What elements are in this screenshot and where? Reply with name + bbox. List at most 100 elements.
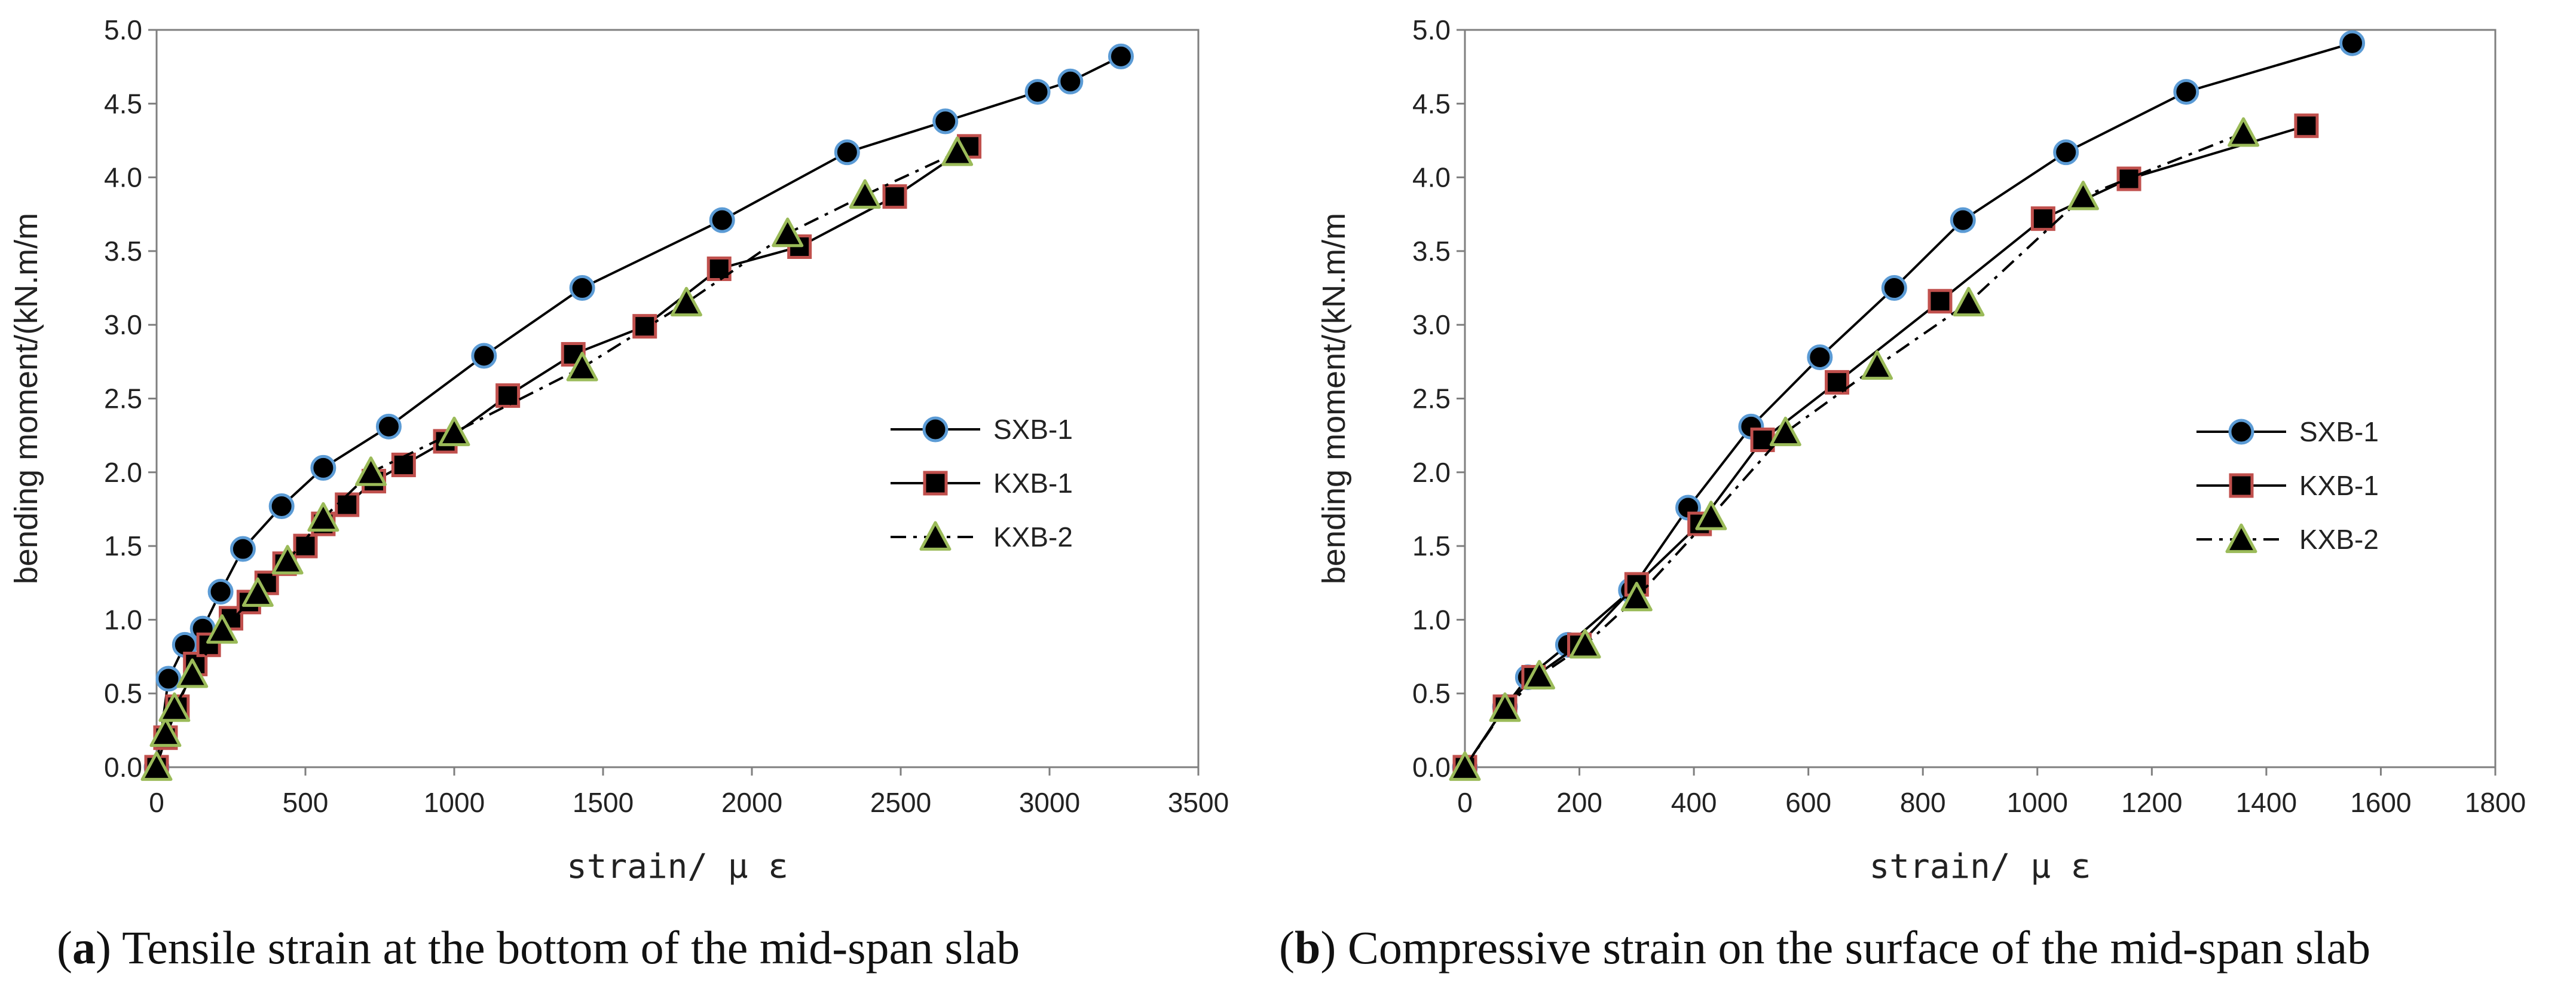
chart-b-data-point	[1881, 275, 1907, 301]
caption-b: (b) Compressive strain on the surface of…	[1279, 921, 2371, 974]
chart-a-y-tick-label: 4.0	[104, 162, 142, 193]
chart-a-x-axis-label: strain/ μ ε	[567, 847, 788, 886]
chart-b-x-tick-label: 1800	[2465, 787, 2526, 818]
chart-a-x-tick-label: 500	[283, 787, 329, 818]
caption-b-letter: b	[1294, 921, 1321, 974]
chart-b-data-point	[1523, 660, 1556, 690]
chart-b-y-tick-label: 0.5	[1412, 678, 1451, 709]
chart-a-data-point	[158, 692, 191, 722]
chart-a-data-point	[849, 179, 881, 209]
chart-b-data-point	[2067, 181, 2099, 210]
chart-a-legend-entry: KXB-1	[891, 468, 1073, 499]
chart-b-data-point	[1449, 751, 1481, 781]
chart-a-x-tick-label: 3500	[1168, 787, 1229, 818]
chart-a-data-point	[176, 658, 209, 688]
chart-a-legend-entry: KXB-2	[891, 521, 1073, 553]
chart-a-data-point	[1108, 43, 1134, 69]
chart-a-series-kxb-1	[144, 134, 982, 780]
chart-a-legend-label: KXB-2	[993, 521, 1073, 553]
chart-a-legend-marker	[919, 521, 952, 551]
chart-b-x-tick-label: 1000	[2007, 787, 2068, 818]
chart-b-data-point	[2030, 206, 2055, 231]
chart-a-legend-label: KXB-1	[993, 468, 1073, 499]
chart-b-series-line	[1464, 124, 2307, 768]
chart-a-y-axis-label: bending moment/(kN.m/m	[8, 213, 44, 584]
chart-a-x-tick-label: 2500	[870, 787, 931, 818]
chart-b-data-point	[1953, 286, 1985, 317]
chart-a-data-point	[207, 579, 234, 605]
chart-b-legend-marker	[2229, 473, 2254, 498]
chart-b-x-tick-label: 1200	[2121, 787, 2182, 818]
chart-a-y-tick-label: 5.0	[104, 14, 142, 45]
chart-a-data-point	[375, 413, 402, 440]
chart-a-x-tick-label: 3000	[1019, 787, 1080, 818]
chart-a-x-tick-label: 2000	[721, 787, 782, 818]
chart-b-data-point	[1861, 350, 1893, 380]
chart-a-data-point	[149, 717, 182, 747]
chart-a-y-tick-label: 3.0	[104, 309, 142, 340]
chart-a-data-point	[230, 536, 256, 562]
chart-b-y-tick-label: 1.5	[1412, 530, 1451, 561]
chart-a-x-tick-label: 0	[149, 787, 164, 818]
chart-a-data-point	[772, 217, 804, 248]
caption-b-text: Compressive strain on the surface of the…	[1347, 921, 2371, 974]
chart-b-x-tick-label: 800	[1900, 787, 1946, 818]
chart-a-y-tick-label: 3.5	[104, 236, 142, 267]
chart-b: 0 200 400 600 800 1000 1200 1400 1600 1800 0.0 0.5 1…	[1316, 14, 2526, 886]
chart-a-y-tick-label: 1.5	[104, 530, 142, 561]
chart-a-data-point	[206, 614, 238, 644]
chart-a-y-tick-label: 0.5	[104, 678, 142, 709]
chart-b-data-point	[1950, 207, 1976, 233]
chart-b-data-point	[1750, 428, 1775, 453]
chart-a-x-tick-label: 1500	[573, 787, 634, 818]
chart-b-data-point	[2173, 79, 2199, 105]
chart-b-y-tick-label: 2.5	[1412, 383, 1451, 414]
chart-a-y-tick-label: 1.0	[104, 604, 142, 635]
chart-a-series-line	[155, 145, 970, 768]
chart-b-data-point	[1928, 289, 1953, 314]
chart-a-series-line	[155, 151, 958, 768]
chart-a-legend-label: SXB-1	[993, 414, 1073, 445]
chart-b-legend-label: KXB-1	[2299, 470, 2379, 501]
chart-a-data-point	[241, 577, 274, 607]
chart-b-data-point	[1620, 581, 1653, 612]
chart-b-legend-label: KXB-2	[2299, 524, 2379, 555]
chart-a-data-point	[271, 545, 304, 575]
chart-a-legend-marker	[922, 416, 949, 443]
chart-a-data-point	[471, 343, 497, 369]
chart-b-data-point	[1769, 416, 1801, 447]
caption-a: (a) Tensile strain at the bottom of the …	[57, 921, 1020, 974]
chart-b-y-tick-label: 0.0	[1412, 752, 1451, 783]
chart-b-legend-entry: KXB-1	[2196, 470, 2379, 501]
chart-b-series-line	[1464, 132, 2244, 768]
chart-a-data-point	[355, 456, 387, 486]
chart-b-x-tick-label: 200	[1556, 787, 1602, 818]
chart-a-data-point	[941, 136, 974, 166]
chart-b-x-tick-label: 1400	[2236, 787, 2297, 818]
chart-a-data-point	[310, 454, 336, 481]
caption-a-letter: a	[72, 921, 96, 974]
chart-a-data-point	[140, 751, 173, 781]
chart-a-legend-entry: SXB-1	[891, 414, 1073, 445]
chart-b-data-point	[2228, 117, 2260, 147]
chart-b-y-tick-label: 3.5	[1412, 236, 1451, 267]
chart-a-data-point	[569, 275, 595, 301]
chart-b-data-point	[1807, 344, 1833, 370]
chart-b-legend-label: SXB-1	[2299, 416, 2379, 447]
chart-b-y-tick-label: 4.5	[1412, 88, 1451, 119]
chart-b-data-point	[1695, 501, 1727, 530]
chart-a-data-point	[155, 666, 182, 692]
chart-a-data-point	[495, 383, 521, 408]
chart-b-x-tick-label: 1600	[2350, 787, 2411, 818]
chart-b-x-tick-label: 0	[1457, 787, 1473, 818]
chart-a-y-tick-label: 2.0	[104, 457, 142, 488]
chart-a-data-point	[932, 108, 959, 135]
chart-a-legend-marker	[923, 471, 948, 496]
chart-b-series-kxb-1	[1452, 113, 2319, 780]
chart-a-y-tick-label: 4.5	[104, 88, 142, 119]
chart-b-x-axis-label: strain/ μ ε	[1870, 847, 2091, 886]
chart-b-legend-marker	[2225, 523, 2257, 553]
chart-b-series-sxb-1	[1452, 30, 2366, 780]
chart-a-data-point	[268, 493, 295, 520]
